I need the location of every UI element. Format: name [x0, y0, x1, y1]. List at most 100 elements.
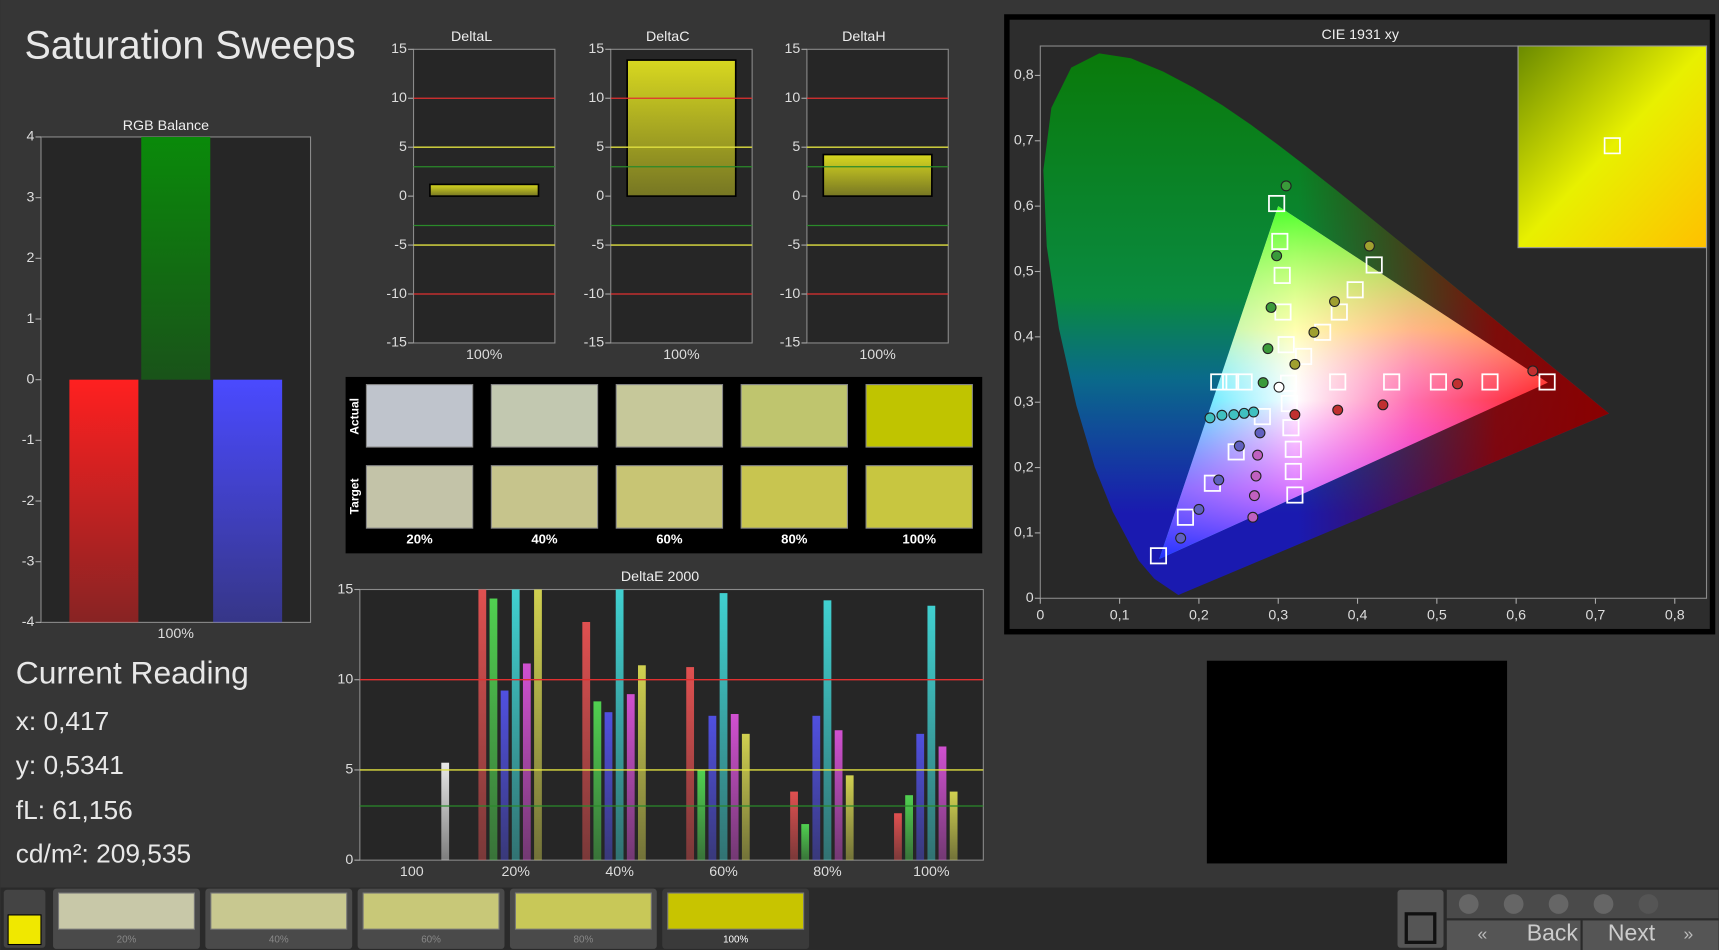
- x-tick-label: 20%: [501, 864, 530, 880]
- target-point: [1274, 303, 1292, 321]
- y-tick-label: -15: [386, 335, 407, 351]
- y-tick-label: 0: [345, 852, 353, 868]
- measured-point: [1271, 250, 1283, 262]
- zoom-marker: [1603, 137, 1621, 155]
- y-tick-label: 1: [26, 311, 34, 327]
- measured-point: [1247, 511, 1259, 523]
- x-tick-label: 0,7: [1586, 608, 1606, 624]
- bar: [834, 730, 843, 861]
- y-tick-label: -15: [780, 335, 801, 351]
- target-point: [1176, 508, 1194, 526]
- bar: [894, 813, 902, 861]
- bar: [593, 701, 602, 861]
- swatch-row-label: Target: [348, 478, 362, 514]
- measured-point: [1527, 365, 1539, 377]
- transport-button[interactable]: [1503, 894, 1524, 914]
- y-tick-label: 0: [596, 188, 604, 204]
- y-tick-label: 0: [792, 188, 800, 204]
- y-tick-label: 15: [337, 581, 353, 597]
- x-tick-label: 100%: [913, 864, 950, 880]
- measured-point: [1216, 409, 1228, 421]
- y-tick-label: -4: [22, 614, 35, 630]
- target-point: [1538, 373, 1556, 391]
- reading-heading: Current Reading: [16, 654, 249, 690]
- target-point: [1284, 462, 1302, 481]
- transport-button[interactable]: [1458, 894, 1479, 914]
- measured-point: [1363, 240, 1375, 252]
- target-point: [1235, 373, 1253, 391]
- bar: [730, 714, 739, 861]
- measured-point: [1228, 409, 1240, 421]
- x-tick-label: 100%: [859, 347, 896, 363]
- x-tick-label: 100: [400, 864, 424, 880]
- preview-window: [1206, 660, 1508, 864]
- y-tick-label: 5: [596, 139, 604, 155]
- measured-point: [1280, 180, 1292, 192]
- swatch-target: [365, 465, 474, 529]
- bar: [637, 665, 646, 861]
- bar: [582, 621, 591, 861]
- zoom-inset: [1517, 45, 1708, 249]
- y-tick-label: 15: [588, 41, 604, 57]
- current-color: [7, 914, 42, 946]
- measured-point: [1238, 407, 1250, 419]
- target-point: [1222, 373, 1240, 391]
- x-tick-label: 80%: [813, 864, 842, 880]
- bar: [534, 589, 542, 861]
- back-label: Back: [1527, 920, 1579, 946]
- measured-point: [1213, 474, 1225, 486]
- x-tick-label: 40%: [605, 864, 634, 880]
- measured-point: [1329, 296, 1341, 308]
- chart: 0 0,1 0,2 0,3 0,4 0,5 0,6 0,7 0,8 0 0,1 0,2 0,3 0,4 0,…: [1014, 27, 1708, 624]
- swatch-actual: [490, 384, 599, 448]
- y-tick-label: -5: [592, 237, 605, 253]
- target-point: [1286, 486, 1304, 504]
- bar: [478, 589, 487, 861]
- stop-button[interactable]: [1397, 889, 1444, 948]
- transport-button[interactable]: [1638, 894, 1659, 914]
- y-tick-label: 5: [345, 762, 353, 778]
- bar: [626, 694, 635, 861]
- chart-title: DeltaL: [451, 29, 492, 45]
- target-point: [1346, 281, 1364, 299]
- measured-point: [1265, 301, 1277, 313]
- measured-point: [1332, 404, 1344, 416]
- x-tick-label: 0,5: [1427, 608, 1447, 624]
- transport-button[interactable]: [1548, 894, 1569, 914]
- y-tick-label: 10: [337, 671, 353, 687]
- y-tick-label: 2: [26, 250, 34, 266]
- swatch-label: 80%: [781, 532, 808, 547]
- y-tick-label: -2: [22, 493, 35, 509]
- thumbnail-label: 60%: [421, 935, 441, 946]
- transport-button[interactable]: [1593, 894, 1614, 914]
- y-tick-label: -3: [22, 553, 35, 569]
- bar: [790, 791, 798, 861]
- swatch-label: 60%: [656, 532, 683, 547]
- y-tick-label: 0,2: [1014, 459, 1034, 475]
- bar: [822, 153, 933, 197]
- bar: [213, 379, 283, 623]
- x-tick-label: 100%: [663, 347, 700, 363]
- plot-area: [359, 588, 984, 861]
- x-tick-label: 60%: [709, 864, 738, 880]
- bar: [905, 795, 913, 861]
- next-button[interactable]: [1582, 920, 1719, 950]
- chart-title: DeltaC: [646, 29, 690, 45]
- swatch-actual: [740, 384, 848, 448]
- back-button[interactable]: [1446, 920, 1581, 950]
- y-tick-label: -10: [780, 286, 801, 302]
- y-tick-label: 10: [784, 90, 800, 106]
- swatch-actual: [365, 384, 474, 448]
- thumbnail-label: 100%: [723, 935, 748, 946]
- target-point: [1284, 440, 1302, 458]
- measured-point: [1254, 427, 1266, 439]
- x-tick-label: 0,2: [1189, 608, 1209, 624]
- measured-point: [1377, 399, 1389, 411]
- bar: [429, 183, 540, 197]
- target-point: [1295, 347, 1313, 366]
- page-title: Saturation Sweeps: [25, 24, 356, 68]
- bar: [708, 715, 717, 861]
- chart: -15 -10 -5 0 5 10 15 100% DeltaH: [780, 29, 949, 363]
- bar: [500, 690, 509, 861]
- bar: [604, 712, 613, 861]
